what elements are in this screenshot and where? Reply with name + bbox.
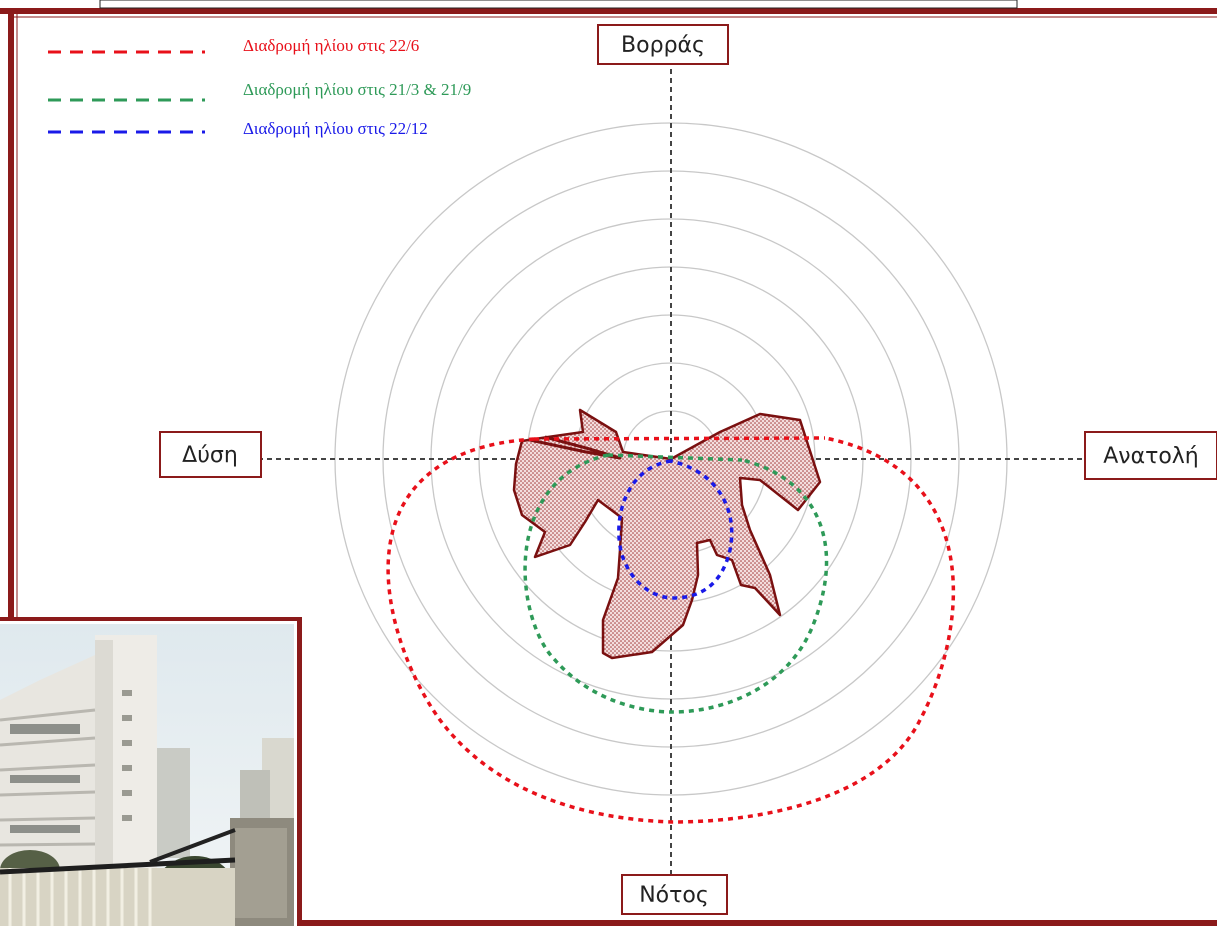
sun-paths [386,436,956,824]
south-label-text: Νότος [639,883,709,908]
legend-label-winter: Διαδρομή ηλίου στις 22/12 [243,119,428,138]
obstruction-silhouette [512,408,822,660]
south-label: Νότος [621,874,728,915]
direction-labels: Βορράς Νότος Δύση Ανατολή [159,24,1217,915]
legend: Διαδρομή ηλίου στις 22/6 Διαδρομή ηλίου … [48,36,471,138]
summer-solstice-path [386,436,956,824]
legend-label-equinox: Διαδρομή ηλίου στις 21/3 & 21/9 [243,80,471,99]
east-label: Ανατολή [1084,431,1217,480]
west-label: Δύση [159,431,262,478]
equinox-path-top [607,453,743,462]
north-label: Βορράς [597,24,729,65]
obstruction-spike [529,435,622,460]
equinox-path [523,453,829,714]
west-label-text: Δύση [182,443,238,468]
legend-label-summer: Διαδρομή ηλίου στις 22/6 [243,36,419,55]
legend-item-winter: Διαδρομή ηλίου στις 22/12 [48,119,428,138]
building-photo [0,617,302,926]
north-label-text: Βορράς [621,33,705,58]
legend-item-summer: Διαδρομή ηλίου στις 22/6 [48,36,419,55]
winter-solstice-path [617,459,734,600]
east-label-text: Ανατολή [1103,444,1199,469]
legend-item-equinox: Διαδρομή ηλίου στις 21/3 & 21/9 [48,80,471,102]
obstruction-shape [512,408,822,660]
summer-solstice-path-top [533,436,826,441]
